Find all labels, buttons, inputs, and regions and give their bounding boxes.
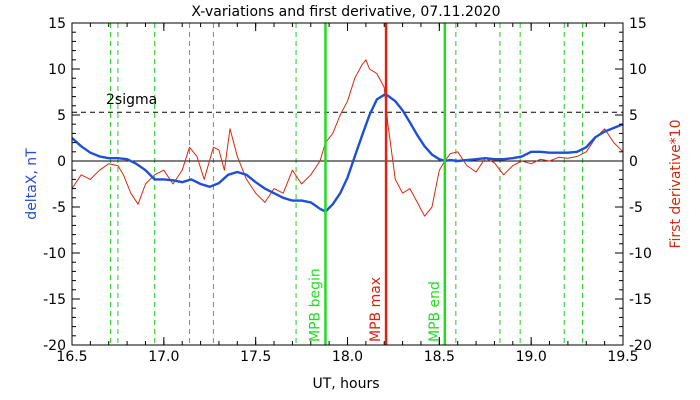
y-tick-label-left: 5 xyxy=(57,108,66,124)
y-tick-label-right: -5 xyxy=(629,200,643,216)
x-tick-label: 19.0 xyxy=(516,349,547,365)
y-tick-label-left: 15 xyxy=(48,16,66,32)
plot-frame xyxy=(71,22,624,346)
x-tick-label: 19.5 xyxy=(607,349,638,365)
y-axis-right-label: First derivative*10 xyxy=(668,119,684,248)
y-tick-label-right: 5 xyxy=(629,108,638,124)
y-tick-label-left: 10 xyxy=(48,62,66,78)
mpb-end-label: MPB end xyxy=(427,281,443,342)
x-tick-label: 18.0 xyxy=(332,349,363,365)
y-tick-label-left: -5 xyxy=(52,200,66,216)
mpb-max-label: MPB max xyxy=(368,277,384,342)
y-tick-label-right: 0 xyxy=(629,154,638,170)
y-tick-label-left: -15 xyxy=(43,292,66,308)
y-tick-label-left: -20 xyxy=(43,338,66,354)
y-tick-label-left: 0 xyxy=(57,154,66,170)
mpb-begin-label: MPB begin xyxy=(307,268,323,342)
y-tick-label-right: -10 xyxy=(629,246,652,262)
y-tick-label-right: 10 xyxy=(629,62,647,78)
axis-ticks: 16.5 17.0 17.5 18.0 18.5 19.0 19.5 15 15 10 10 5 5 0 0… xyxy=(43,16,652,365)
chart-title: X-variations and first derivative, 07.11… xyxy=(191,4,500,20)
y-tick-label-right: -20 xyxy=(629,338,652,354)
y-tick-label-left: -10 xyxy=(43,246,66,262)
x-tick-label: 18.5 xyxy=(424,349,455,365)
x-axis-label: UT, hours xyxy=(312,376,379,392)
y-axis-left-label: deltaX, nT xyxy=(24,148,40,220)
x-tick-label: 17.5 xyxy=(240,349,271,365)
x-tick-label: 16.5 xyxy=(56,349,87,365)
derivative-series-line xyxy=(72,59,623,217)
mpb-lines: MPB begin MPB max MPB end xyxy=(307,23,447,345)
reference-lines xyxy=(72,111,623,162)
y-tick-label-right: -15 xyxy=(629,292,652,308)
threshold-label: 2sigma xyxy=(106,92,157,108)
dashed-marker-lines xyxy=(110,23,584,345)
x-tick-label: 17.0 xyxy=(148,349,179,365)
series-lines xyxy=(72,59,623,217)
y-tick-label-right: 15 xyxy=(629,16,647,32)
deltax-series-line xyxy=(72,93,623,213)
